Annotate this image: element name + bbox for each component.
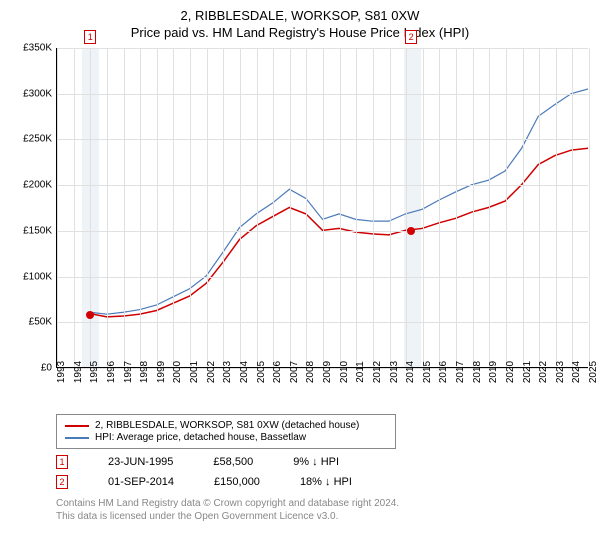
chart: £0£50K£100K£150K£200K£250K£300K£350K 12 … (12, 48, 588, 408)
x-tick-label: 1993 (56, 361, 67, 383)
transaction-row: 2 01-SEP-2014 £150,000 18% ↓ HPI (56, 475, 588, 489)
x-tick-label: 1997 (123, 361, 134, 383)
page-subtitle: Price paid vs. HM Land Registry's House … (12, 25, 588, 40)
y-tick-label: £200K (23, 180, 52, 191)
marker-box: 2 (405, 30, 417, 44)
transaction-date: 23-JUN-1995 (108, 456, 173, 468)
legend-item: 2, RIBBLESDALE, WORKSOP, S81 0XW (detach… (65, 420, 387, 431)
legend-label: 2, RIBBLESDALE, WORKSOP, S81 0XW (detach… (95, 420, 359, 431)
footer-line1: Contains HM Land Registry data © Crown c… (56, 497, 588, 510)
x-tick-label: 1998 (139, 361, 150, 383)
x-tick-label: 2021 (522, 361, 533, 383)
x-tick-label: 2009 (322, 361, 333, 383)
x-tick-label: 2016 (438, 361, 449, 383)
y-tick-label: £100K (23, 271, 52, 282)
x-tick-label: 2005 (256, 361, 267, 383)
x-tick-label: 2010 (339, 361, 350, 383)
footer-line2: This data is licensed under the Open Gov… (56, 510, 588, 523)
x-tick-label: 2002 (206, 361, 217, 383)
y-tick-label: £350K (23, 43, 52, 54)
legend-label: HPI: Average price, detached house, Bass… (95, 432, 306, 443)
x-tick-label: 2001 (189, 361, 200, 383)
marker-dot (407, 227, 415, 235)
y-tick-label: £300K (23, 88, 52, 99)
x-tick-label: 2019 (488, 361, 499, 383)
page-title: 2, RIBBLESDALE, WORKSOP, S81 0XW (12, 8, 588, 23)
x-tick-label: 2015 (422, 361, 433, 383)
transaction-date: 01-SEP-2014 (108, 476, 174, 488)
x-tick-label: 2023 (555, 361, 566, 383)
legend-item: HPI: Average price, detached house, Bass… (65, 432, 387, 443)
transaction-diff: 18% ↓ HPI (300, 476, 352, 488)
transaction-diff: 9% ↓ HPI (293, 456, 339, 468)
y-tick-label: £150K (23, 225, 52, 236)
transaction-row: 1 23-JUN-1995 £58,500 9% ↓ HPI (56, 455, 588, 469)
x-tick-label: 2025 (588, 361, 599, 383)
marker-box: 1 (84, 30, 96, 44)
x-tick-label: 2014 (405, 361, 416, 383)
legend-swatch (65, 425, 89, 427)
transaction-price: £58,500 (213, 456, 253, 468)
x-tick-label: 2008 (305, 361, 316, 383)
x-tick-label: 2022 (538, 361, 549, 383)
x-tick-label: 2007 (289, 361, 300, 383)
transaction-marker: 2 (56, 475, 68, 489)
x-tick-label: 2020 (505, 361, 516, 383)
y-tick-label: £0 (41, 363, 52, 374)
x-tick-label: 2003 (222, 361, 233, 383)
transaction-price: £150,000 (214, 476, 260, 488)
x-tick-label: 1996 (106, 361, 117, 383)
x-tick-label: 2011 (355, 361, 366, 383)
x-tick-label: 1995 (89, 361, 100, 383)
x-tick-label: 1994 (73, 361, 84, 383)
y-tick-label: £250K (23, 134, 52, 145)
x-tick-label: 2017 (455, 361, 466, 383)
x-tick-label: 2006 (272, 361, 283, 383)
x-tick-label: 2013 (389, 361, 400, 383)
marker-dot (86, 311, 94, 319)
x-tick-label: 1999 (156, 361, 167, 383)
footer: Contains HM Land Registry data © Crown c… (56, 497, 588, 523)
x-tick-label: 2004 (239, 361, 250, 383)
transaction-marker: 1 (56, 455, 68, 469)
x-tick-label: 2018 (472, 361, 483, 383)
x-tick-label: 2000 (172, 361, 183, 383)
legend: 2, RIBBLESDALE, WORKSOP, S81 0XW (detach… (56, 414, 396, 449)
y-tick-label: £50K (29, 317, 52, 328)
x-tick-label: 2024 (571, 361, 582, 383)
x-tick-label: 2012 (372, 361, 383, 383)
legend-swatch (65, 437, 89, 439)
